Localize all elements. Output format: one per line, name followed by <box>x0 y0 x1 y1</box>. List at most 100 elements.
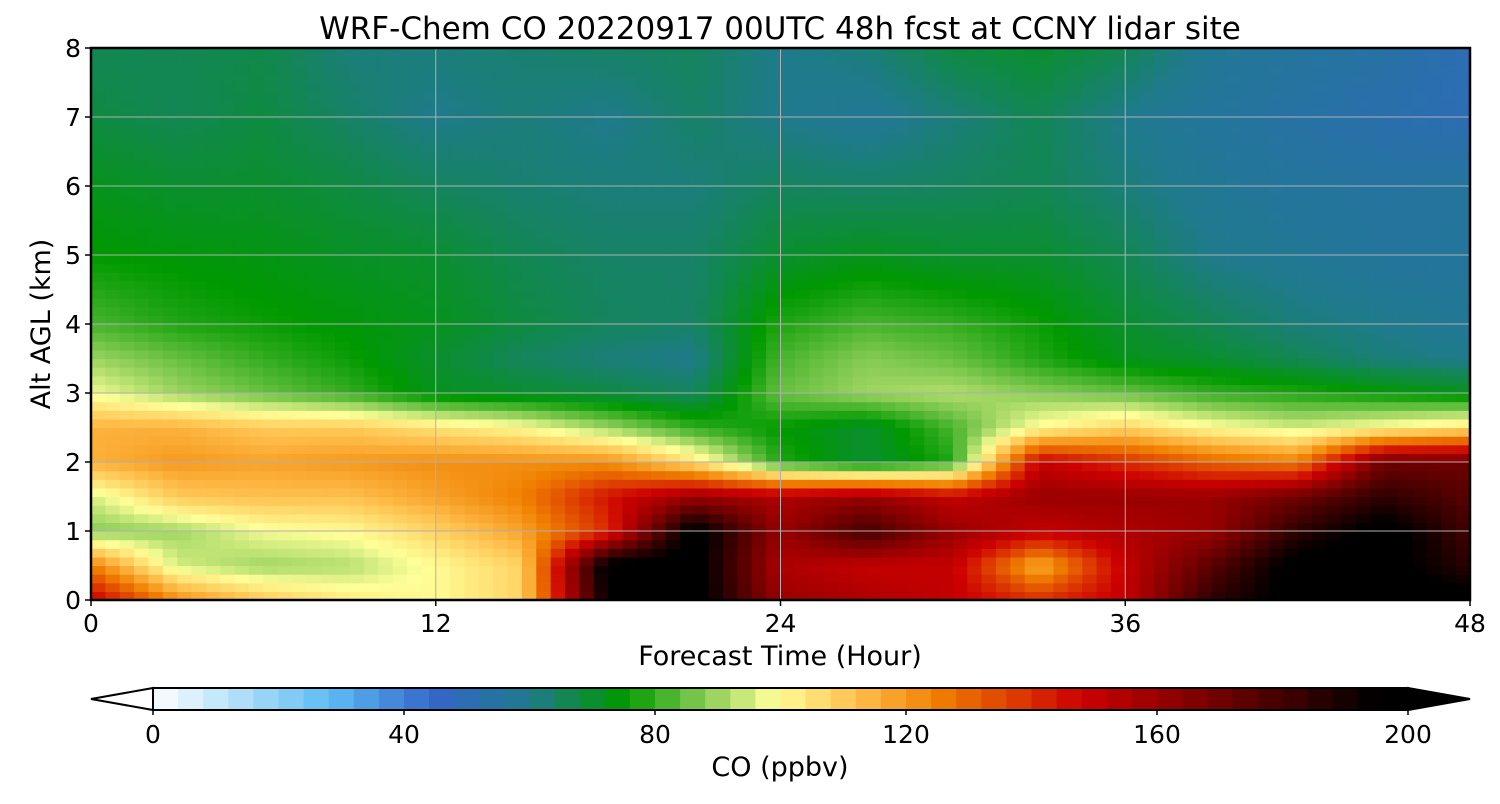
heatmap-cell <box>464 531 480 541</box>
heatmap-cell <box>1211 375 1227 385</box>
heatmap-cell <box>91 522 106 532</box>
heatmap-cell <box>794 341 810 351</box>
heatmap-cell <box>407 427 422 437</box>
heatmap-cell <box>263 324 279 334</box>
heatmap-cell <box>349 358 365 368</box>
heatmap-cell <box>636 324 652 334</box>
heatmap-cell <box>1283 436 1299 446</box>
heatmap-cell <box>622 246 638 256</box>
heatmap-cell <box>1254 324 1270 334</box>
heatmap-cell <box>723 548 738 558</box>
heatmap-cell <box>636 237 652 247</box>
heatmap-cell <box>1297 237 1313 247</box>
heatmap-cell <box>464 272 480 282</box>
heatmap-cell <box>1240 522 1256 532</box>
heatmap-cell <box>234 522 250 532</box>
heatmap-cell <box>866 548 882 558</box>
heatmap-cell <box>1110 574 1126 584</box>
heatmap-cell <box>1125 168 1141 178</box>
heatmap-cell <box>220 479 236 489</box>
heatmap-cell <box>952 160 968 170</box>
heatmap-cell <box>1297 548 1313 558</box>
heatmap-cell <box>1197 349 1213 360</box>
heatmap-cell <box>622 263 638 273</box>
heatmap-cell <box>1311 574 1327 584</box>
heatmap-cell <box>363 565 379 575</box>
heatmap-cell <box>1010 505 1026 515</box>
heatmap-cell <box>306 203 322 213</box>
heatmap-cell <box>837 298 853 308</box>
heatmap-cell <box>837 306 853 316</box>
heatmap-cell <box>1182 289 1198 299</box>
heatmap-cell <box>450 487 466 498</box>
heatmap-cell <box>1455 289 1470 299</box>
heatmap-cell <box>119 418 135 429</box>
heatmap-cell <box>981 315 997 325</box>
heatmap-cell <box>1053 531 1069 541</box>
heatmap-cell <box>205 591 221 600</box>
heatmap-cell <box>1225 237 1241 247</box>
heatmap-cell <box>837 462 853 472</box>
heatmap-cell <box>1426 436 1442 446</box>
heatmap-cell <box>234 487 250 498</box>
heatmap-cell <box>1053 487 1069 498</box>
heatmap-cell <box>1297 427 1313 437</box>
heatmap-cell <box>723 427 738 437</box>
heatmap-cell <box>292 237 308 247</box>
heatmap-cell <box>1297 298 1313 308</box>
heatmap-cell <box>751 177 767 187</box>
heatmap-cell <box>507 263 523 273</box>
heatmap-cell <box>723 315 738 325</box>
heatmap-cell <box>1039 548 1055 558</box>
heatmap-cell <box>306 531 322 541</box>
heatmap-cell <box>134 332 150 342</box>
heatmap-cell <box>651 539 667 549</box>
heatmap-cell <box>1441 556 1457 567</box>
heatmap-cell <box>1240 263 1256 273</box>
heatmap-cell <box>1240 289 1256 299</box>
heatmap-cell <box>550 531 566 541</box>
heatmap-cell <box>1225 306 1241 316</box>
heatmap-cell <box>593 289 609 299</box>
heatmap-cell <box>1441 574 1457 584</box>
heatmap-cell <box>651 341 667 351</box>
heatmap-cell <box>521 289 537 299</box>
heatmap-cell <box>723 436 738 446</box>
heatmap-cell <box>881 427 897 437</box>
heatmap-cell <box>1355 479 1371 489</box>
heatmap-cell <box>952 462 968 472</box>
heatmap-cell <box>1426 298 1442 308</box>
heatmap-cell <box>1441 186 1457 196</box>
heatmap-cell <box>1096 177 1112 187</box>
heatmap-cell <box>521 246 537 256</box>
heatmap-cell <box>1240 349 1256 360</box>
heatmap-cell <box>162 582 178 592</box>
heatmap-cell <box>521 427 537 437</box>
heatmap-cell <box>177 272 193 282</box>
heatmap-cell <box>665 556 681 567</box>
heatmap-cell <box>694 177 710 187</box>
heatmap-cell <box>292 160 308 170</box>
heatmap-cell <box>852 418 868 429</box>
heatmap-cell <box>1398 177 1414 187</box>
heatmap-cell <box>435 582 451 592</box>
heatmap-cell <box>234 186 250 196</box>
heatmap-cell <box>924 375 940 385</box>
heatmap-cell <box>1254 565 1270 575</box>
heatmap-cell <box>967 332 983 342</box>
heatmap-cell <box>1268 410 1284 420</box>
heatmap-cell <box>105 263 121 273</box>
heatmap-cell <box>665 436 681 446</box>
heatmap-cell <box>306 539 322 549</box>
heatmap-cell <box>105 168 121 178</box>
heatmap-cell <box>881 522 897 532</box>
heatmap-cell <box>1082 513 1098 523</box>
heatmap-cell <box>507 280 523 291</box>
heatmap-cell <box>263 453 279 463</box>
heatmap-cell <box>1211 237 1227 247</box>
heatmap-cell <box>794 324 810 334</box>
heatmap-cell <box>277 367 293 377</box>
heatmap-cell <box>1326 548 1342 558</box>
heatmap-cell <box>1039 315 1055 325</box>
heatmap-cell <box>1168 211 1184 222</box>
